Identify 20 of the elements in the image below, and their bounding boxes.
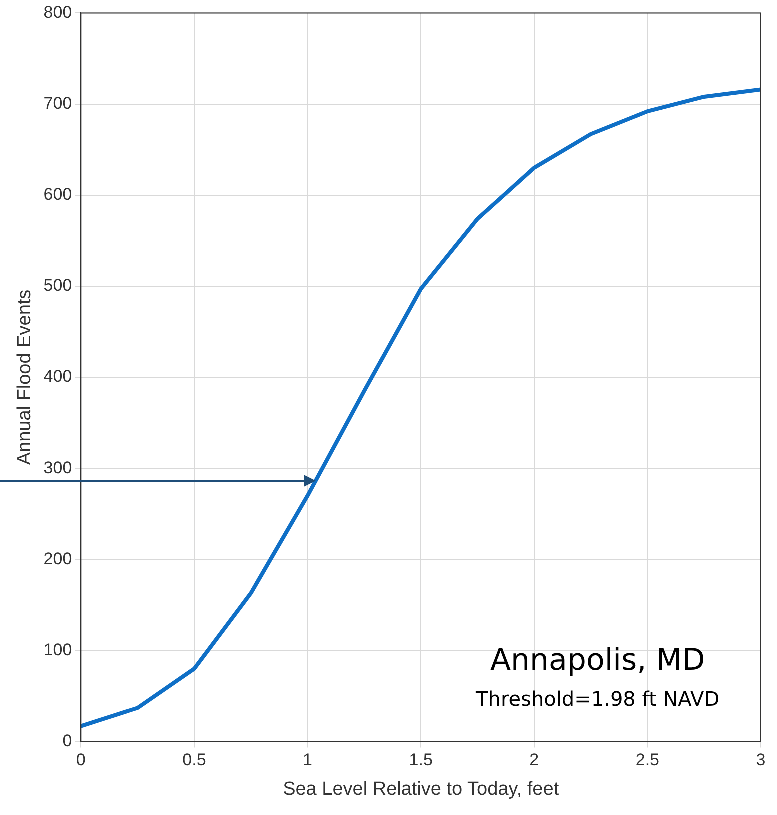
y-axis-title: Annual Flood Events (14, 290, 36, 466)
x-tick-label: 2 (530, 750, 540, 770)
y-tick-label: 600 (44, 185, 72, 204)
annotation: Threshold=1.98 ft NAVD (476, 687, 720, 712)
y-tick-label: 400 (44, 367, 72, 386)
x-tick-label: 1 (303, 750, 313, 770)
y-tick-label: 100 (44, 640, 72, 660)
y-tick-label: 300 (44, 458, 72, 478)
x-tick-label: 2.5 (636, 750, 660, 770)
y-tick-label: 200 (44, 549, 72, 568)
x-tick-label: 3 (756, 750, 766, 770)
x-axis-title: Sea Level Relative to Today, feet (283, 778, 560, 800)
y-tick-label: 500 (44, 276, 72, 296)
x-tick-label: 1.5 (409, 750, 433, 770)
annotation: Annapolis, MD (490, 643, 706, 678)
x-tick-label: 0 (76, 750, 86, 770)
x-tick-label: 0.5 (182, 750, 206, 770)
y-tick-label: 700 (44, 94, 72, 113)
y-tick-label: 0 (62, 731, 72, 750)
y-tick-label: 800 (44, 2, 72, 22)
